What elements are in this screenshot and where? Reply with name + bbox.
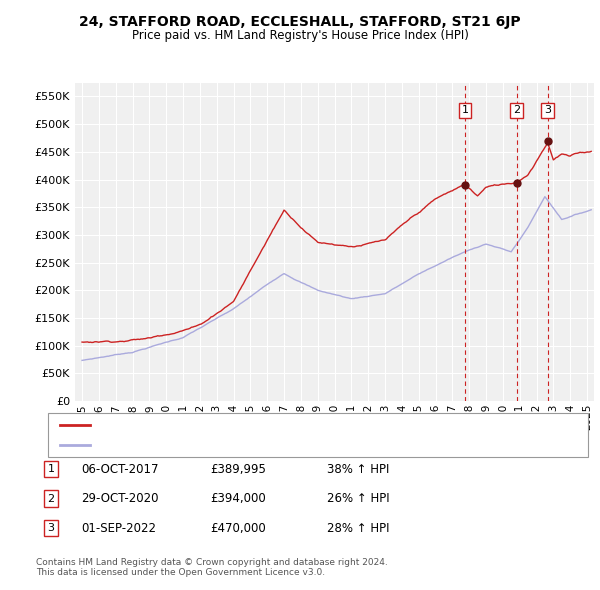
Text: £394,000: £394,000: [210, 492, 266, 505]
Text: £389,995: £389,995: [210, 463, 266, 476]
Text: 3: 3: [544, 105, 551, 115]
Text: 2: 2: [47, 494, 55, 503]
Text: 38% ↑ HPI: 38% ↑ HPI: [327, 463, 389, 476]
Text: 1: 1: [47, 464, 55, 474]
Text: HPI: Average price, detached house, Stafford: HPI: Average price, detached house, Staf…: [96, 440, 331, 450]
Text: 2: 2: [513, 105, 520, 115]
Text: 26% ↑ HPI: 26% ↑ HPI: [327, 492, 389, 505]
Text: £470,000: £470,000: [210, 522, 266, 535]
Text: Price paid vs. HM Land Registry's House Price Index (HPI): Price paid vs. HM Land Registry's House …: [131, 30, 469, 42]
Text: 28% ↑ HPI: 28% ↑ HPI: [327, 522, 389, 535]
Text: 29-OCT-2020: 29-OCT-2020: [81, 492, 158, 505]
Text: 06-OCT-2017: 06-OCT-2017: [81, 463, 158, 476]
Text: Contains HM Land Registry data © Crown copyright and database right 2024.
This d: Contains HM Land Registry data © Crown c…: [36, 558, 388, 577]
Text: 24, STAFFORD ROAD, ECCLESHALL, STAFFORD, ST21 6JP (detached house): 24, STAFFORD ROAD, ECCLESHALL, STAFFORD,…: [96, 421, 485, 430]
Text: 3: 3: [47, 523, 55, 533]
Text: 24, STAFFORD ROAD, ECCLESHALL, STAFFORD, ST21 6JP: 24, STAFFORD ROAD, ECCLESHALL, STAFFORD,…: [79, 15, 521, 29]
Text: 1: 1: [461, 105, 469, 115]
Text: 01-SEP-2022: 01-SEP-2022: [81, 522, 156, 535]
